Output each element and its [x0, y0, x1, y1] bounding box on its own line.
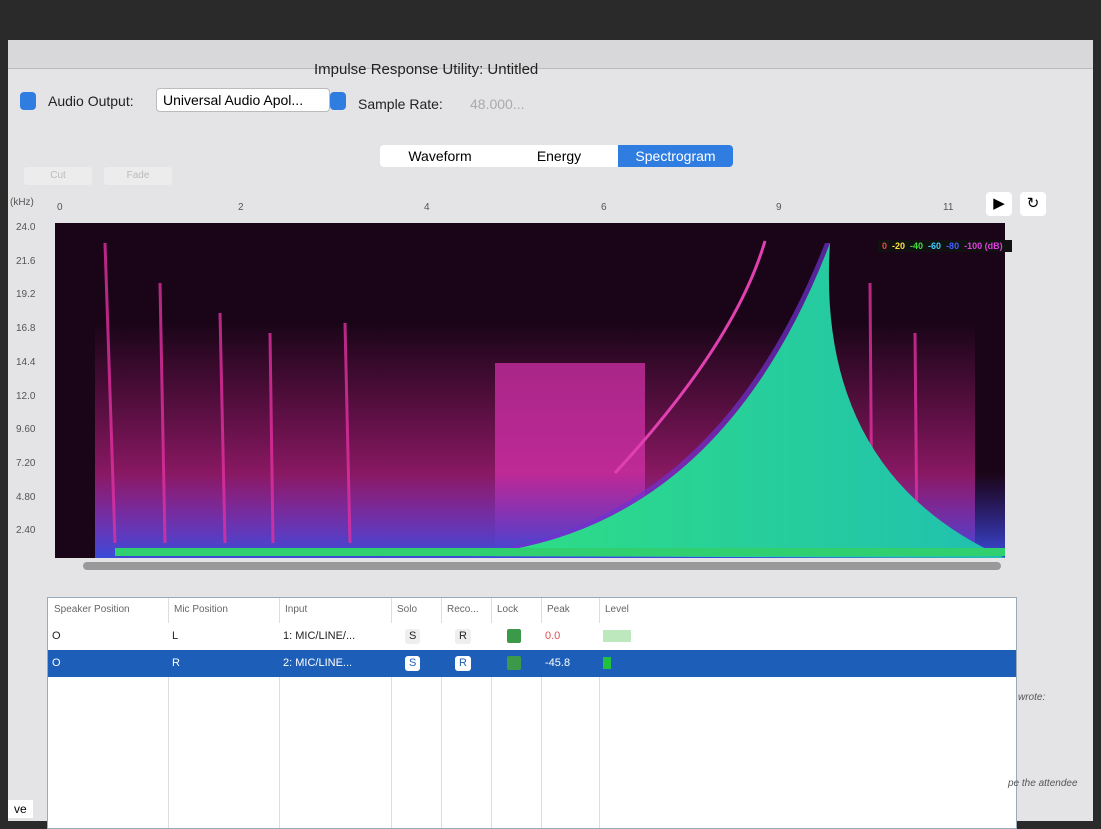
freq-label: 14.4 [16, 357, 35, 368]
fade-button[interactable]: Fade [104, 167, 172, 185]
sample-rate-select[interactable]: 48.000... [470, 96, 525, 112]
cell-record: R [455, 629, 471, 644]
freq-label: 16.8 [16, 323, 35, 334]
cell-mic: L [172, 623, 178, 650]
column-header: Speaker Position [48, 598, 130, 622]
side-text: pe the attendee [1008, 778, 1078, 789]
freq-label: 19.2 [16, 289, 35, 300]
column-header: Lock [491, 598, 518, 622]
db-legend: 0 -20 -40 -60 -80 -100 (dB) [878, 240, 1012, 252]
cell-solo: S [405, 629, 420, 644]
tab[interactable]: Waveform [380, 145, 500, 167]
freq-label: 7.20 [16, 458, 35, 469]
column-header: Reco... [441, 598, 479, 622]
audio-output-label: Audio Output: [48, 93, 134, 109]
page: Impulse Response Utility: Untitled Audio… [0, 0, 1101, 821]
freq-label: 24.0 [16, 222, 35, 233]
scrollbar[interactable] [83, 562, 1001, 570]
legend-entry: -20 [892, 241, 905, 251]
time-label: 4 [424, 202, 430, 213]
legend-entry: -40 [910, 241, 923, 251]
cell-mic: R [172, 650, 180, 677]
cell-record: R [455, 656, 471, 671]
cell-solo: S [405, 656, 420, 671]
lock-icon [507, 629, 521, 643]
legend-entry: -80 [946, 241, 959, 251]
cell-peak: -45.8 [545, 650, 570, 677]
freq-label: 12.0 [16, 391, 35, 402]
legend-entry: -60 [928, 241, 941, 251]
legend-entry: -100 (dB) [964, 241, 1003, 251]
window-title: Impulse Response Utility: Untitled [314, 61, 538, 78]
channel-table: Speaker Position Mic Position Input Solo Rec… [47, 597, 1017, 829]
cell-speaker: O [52, 623, 61, 650]
freq-label: 9.60 [16, 424, 35, 435]
time-label: 6 [601, 202, 607, 213]
sample-rate-label: Sample Rate: [358, 96, 443, 112]
audio-output-stepper[interactable] [330, 92, 346, 110]
cell-input: 1: MIC/LINE/... [283, 623, 355, 650]
freq-label: 2.40 [16, 525, 35, 536]
audio-output-select[interactable]: Universal Audio Apol... [156, 88, 330, 112]
cell-peak: 0.0 [545, 623, 560, 650]
tab[interactable]: Energy [500, 145, 618, 167]
level-meter [603, 630, 631, 642]
side-text: wrote: [1018, 692, 1045, 703]
loop-button[interactable]: ↻ [1020, 192, 1046, 216]
cell-speaker: O [52, 650, 61, 677]
freq-label: 21.6 [16, 256, 35, 267]
cell-input: 2: MIC/LINE... [283, 650, 352, 677]
lock-icon [507, 656, 521, 670]
column-header: Level [599, 598, 629, 622]
time-label: 2 [238, 202, 244, 213]
time-label: 0 [57, 202, 63, 213]
row[interactable] [48, 623, 1016, 650]
app-window: Impulse Response Utility: Untitled Audio… [8, 40, 1093, 821]
tab-selected[interactable]: Spectrogram [618, 145, 733, 167]
time-label: 11 [943, 202, 953, 213]
column-header: Solo [391, 598, 417, 622]
row-selected[interactable] [48, 650, 1016, 677]
title-bar: Impulse Response Utility: Untitled [8, 40, 1093, 69]
column-header: Mic Position [168, 598, 228, 622]
legend-entry: 0 [882, 241, 887, 251]
cut-button[interactable]: Cut [24, 167, 92, 185]
column-header: Peak [541, 598, 570, 622]
level-meter [603, 657, 611, 669]
corner-text: ve [8, 800, 33, 818]
freq-unit: (kHz) [10, 197, 34, 208]
play-button[interactable]: ▶ [986, 192, 1012, 216]
column-header: Input [279, 598, 307, 622]
spectrogram [55, 223, 1005, 558]
stepper[interactable] [20, 92, 36, 110]
time-label: 9 [776, 202, 782, 213]
freq-label: 4.80 [16, 492, 35, 503]
